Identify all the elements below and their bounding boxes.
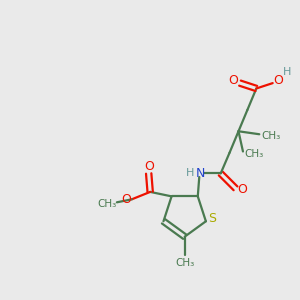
Text: O: O — [237, 183, 247, 196]
Text: H: H — [284, 67, 292, 77]
Text: CH₃: CH₃ — [175, 258, 194, 268]
Text: CH₃: CH₃ — [261, 131, 280, 141]
Text: H: H — [186, 169, 194, 178]
Text: S: S — [208, 212, 216, 225]
Text: O: O — [144, 160, 154, 173]
Text: N: N — [196, 167, 206, 180]
Text: O: O — [229, 74, 238, 87]
Text: CH₃: CH₃ — [98, 199, 117, 209]
Text: O: O — [274, 74, 284, 87]
Text: O: O — [121, 193, 131, 206]
Text: CH₃: CH₃ — [244, 149, 264, 160]
